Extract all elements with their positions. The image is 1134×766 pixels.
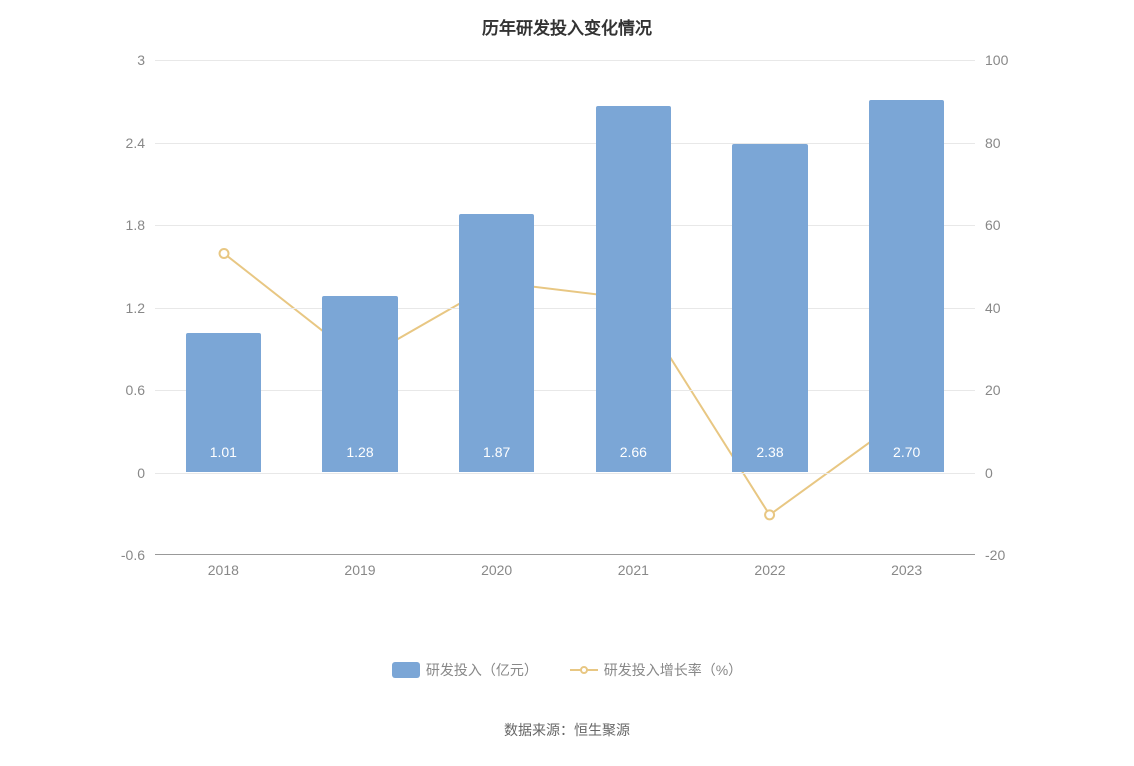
bar-value-label: 2.38 [732, 444, 807, 460]
x-tick-label: 2020 [481, 562, 512, 578]
gridline [155, 308, 975, 309]
y-right-tick-label: 60 [985, 217, 1001, 233]
legend-item-bar: 研发投入（亿元） [392, 660, 538, 680]
legend-bar-label: 研发投入（亿元） [426, 660, 538, 680]
bar: 1.87 [459, 214, 534, 471]
y-right-tick-label: 80 [985, 135, 1001, 151]
x-tick-label: 2019 [344, 562, 375, 578]
y-right-tick-label: 100 [985, 52, 1008, 68]
bar-value-label: 2.66 [596, 444, 671, 460]
legend-line-swatch [570, 662, 598, 678]
source-prefix: 数据来源： [504, 722, 574, 738]
y-left-tick-label: 0.6 [126, 382, 145, 398]
bar-value-label: 1.01 [186, 444, 261, 460]
y-left-tick-label: 2.4 [126, 135, 145, 151]
y-left-tick-label: 3 [137, 52, 145, 68]
growth-line-marker [765, 510, 774, 519]
bar: 2.66 [596, 106, 671, 472]
legend: 研发投入（亿元） 研发投入增长率（%） [0, 660, 1134, 681]
source-name: 恒生聚源 [574, 722, 630, 738]
legend-line-label: 研发投入增长率（%） [604, 660, 742, 680]
bar-value-label: 1.28 [322, 444, 397, 460]
growth-line-marker [220, 249, 229, 258]
y-right-tick-label: -20 [985, 547, 1005, 563]
gridline [155, 473, 975, 474]
bar: 1.01 [186, 333, 261, 472]
gridline [155, 390, 975, 391]
gridline [155, 143, 975, 144]
y-left-tick-label: 0 [137, 465, 145, 481]
y-right-tick-label: 20 [985, 382, 1001, 398]
gridline [155, 60, 975, 61]
gridline [155, 225, 975, 226]
x-tick-label: 2022 [754, 562, 785, 578]
plot-area: -0.600.61.21.82.43-2002040608010020181.0… [155, 60, 975, 555]
y-left-tick-label: 1.8 [126, 217, 145, 233]
y-left-tick-label: 1.2 [126, 300, 145, 316]
y-right-tick-label: 0 [985, 465, 993, 481]
y-right-tick-label: 40 [985, 300, 1001, 316]
x-tick-label: 2023 [891, 562, 922, 578]
legend-item-line: 研发投入增长率（%） [570, 660, 742, 680]
x-tick-label: 2021 [618, 562, 649, 578]
chart-container: -0.6 0 0.6 1.2 1.8 2.4 3 -20 0 20 40 60 80 100 2018 1.0… [105, 55, 1025, 595]
legend-bar-swatch [392, 662, 420, 678]
data-source: 数据来源：恒生聚源 [0, 720, 1134, 740]
bar: 2.70 [869, 100, 944, 471]
bar-value-label: 1.87 [459, 444, 534, 460]
legend-line-dot [580, 666, 588, 674]
bar-value-label: 2.70 [869, 444, 944, 460]
y-left-tick-label: -0.6 [121, 547, 145, 563]
bar: 1.28 [322, 296, 397, 472]
chart-title: 历年研发投入变化情况 [0, 0, 1134, 39]
x-tick-label: 2018 [208, 562, 239, 578]
bar: 2.38 [732, 144, 807, 471]
